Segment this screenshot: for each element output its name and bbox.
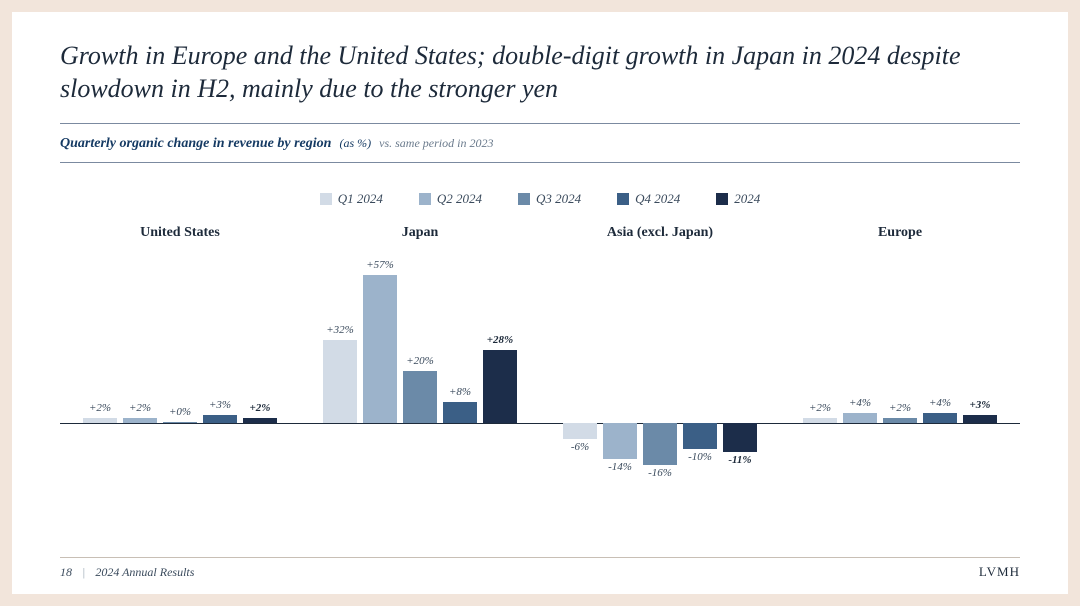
chart-group: Japan+32%+57%+20%+8%+28% (300, 225, 540, 557)
plot-area: +2%+4%+2%+4%+3% (780, 253, 1020, 483)
legend-swatch (320, 193, 332, 205)
legend-swatch (419, 193, 431, 205)
bar-label: +32% (315, 324, 365, 336)
bar-wrap: -16% (643, 253, 677, 483)
footer-left: 18 | 2024 Annual Results (60, 565, 194, 580)
bar (883, 418, 917, 423)
subtitle-unit: (as %) (339, 136, 371, 150)
bar (923, 413, 957, 423)
bar-wrap: +2% (83, 253, 117, 483)
bar (323, 340, 357, 423)
plot-area: -6%-14%-16%-10%-11% (540, 253, 780, 483)
legend-swatch (518, 193, 530, 205)
bar (363, 275, 397, 423)
chart-group: Asia (excl. Japan) -6%-14%-16%-10%-11% (540, 225, 780, 557)
bar-wrap: -11% (723, 253, 757, 483)
bar (163, 422, 197, 423)
footer-separator: | (82, 565, 85, 580)
subtitle-main: Quarterly organic change in revenue by r… (60, 136, 331, 151)
plot-area: +2%+2%+0%+3%+2% (60, 253, 300, 483)
bar-wrap: +2% (243, 253, 277, 483)
bar-label: +2% (235, 402, 285, 414)
bar (123, 418, 157, 423)
bar-label: +57% (355, 259, 405, 271)
doc-title: 2024 Annual Results (95, 565, 194, 580)
group-title: Japan (300, 225, 540, 241)
slide: Growth in Europe and the United States; … (12, 12, 1068, 594)
bar-wrap: +3% (963, 253, 997, 483)
group-title: Europe (780, 225, 1020, 241)
legend-item: Q2 2024 (419, 191, 482, 207)
legend-label: Q4 2024 (635, 191, 680, 207)
bar-wrap: +20% (403, 253, 437, 483)
bar (963, 415, 997, 423)
bar (803, 418, 837, 423)
bar-label: -16% (635, 467, 685, 479)
bar-chart: United States+2%+2%+0%+3%+2%Japan+32%+57… (60, 225, 1020, 557)
bar-wrap: +4% (843, 253, 877, 483)
legend-item: Q3 2024 (518, 191, 581, 207)
bar-wrap: -14% (603, 253, 637, 483)
bar-wrap: +2% (803, 253, 837, 483)
legend-label: Q3 2024 (536, 191, 581, 207)
page-title: Growth in Europe and the United States; … (60, 40, 1020, 105)
chart-group: Europe+2%+4%+2%+4%+3% (780, 225, 1020, 557)
subtitle-note: vs. same period in 2023 (379, 136, 493, 150)
bar-label: +20% (395, 355, 445, 367)
bar (603, 423, 637, 459)
bar-label: -11% (715, 454, 765, 466)
legend-label: Q2 2024 (437, 191, 482, 207)
bar (643, 423, 677, 465)
bar-wrap: +57% (363, 253, 397, 483)
bar (843, 413, 877, 423)
bars-row: -6%-14%-16%-10%-11% (540, 253, 780, 483)
chart-group: United States+2%+2%+0%+3%+2% (60, 225, 300, 557)
bar-wrap: -6% (563, 253, 597, 483)
legend-item: Q1 2024 (320, 191, 383, 207)
bar-label: +8% (435, 386, 485, 398)
bar (83, 418, 117, 423)
bars-row: +2%+2%+0%+3%+2% (60, 253, 300, 483)
plot-area: +32%+57%+20%+8%+28% (300, 253, 540, 483)
bar (443, 402, 477, 423)
bars-row: +2%+4%+2%+4%+3% (780, 253, 1020, 483)
page-number: 18 (60, 565, 72, 580)
bar-wrap: +4% (923, 253, 957, 483)
bar-wrap: +2% (883, 253, 917, 483)
bar-label: -6% (555, 441, 605, 453)
legend-label: Q1 2024 (338, 191, 383, 207)
legend-label: 2024 (734, 191, 760, 207)
legend-item: Q4 2024 (617, 191, 680, 207)
legend-swatch (716, 193, 728, 205)
legend-swatch (617, 193, 629, 205)
bars-row: +32%+57%+20%+8%+28% (300, 253, 540, 483)
bar-wrap: +0% (163, 253, 197, 483)
bar-label: +28% (475, 334, 525, 346)
bar-wrap: -10% (683, 253, 717, 483)
bar-wrap: +32% (323, 253, 357, 483)
subtitle-row: Quarterly organic change in revenue by r… (60, 123, 1020, 163)
footer: 18 | 2024 Annual Results LVMH (60, 557, 1020, 580)
bar (203, 415, 237, 423)
bar (563, 423, 597, 439)
bar-wrap: +8% (443, 253, 477, 483)
bar-label: +3% (955, 399, 1005, 411)
brand-logo: LVMH (979, 564, 1020, 580)
bar (243, 418, 277, 423)
group-title: United States (60, 225, 300, 241)
bar (403, 371, 437, 423)
legend-item: 2024 (716, 191, 760, 207)
group-title: Asia (excl. Japan) (540, 225, 780, 241)
bar (723, 423, 757, 452)
bar-wrap: +3% (203, 253, 237, 483)
bar (683, 423, 717, 449)
bar-wrap: +28% (483, 253, 517, 483)
chart-legend: Q1 2024 Q2 2024 Q3 2024 Q4 2024 2024 (60, 191, 1020, 207)
bar (483, 350, 517, 423)
bar-wrap: +2% (123, 253, 157, 483)
